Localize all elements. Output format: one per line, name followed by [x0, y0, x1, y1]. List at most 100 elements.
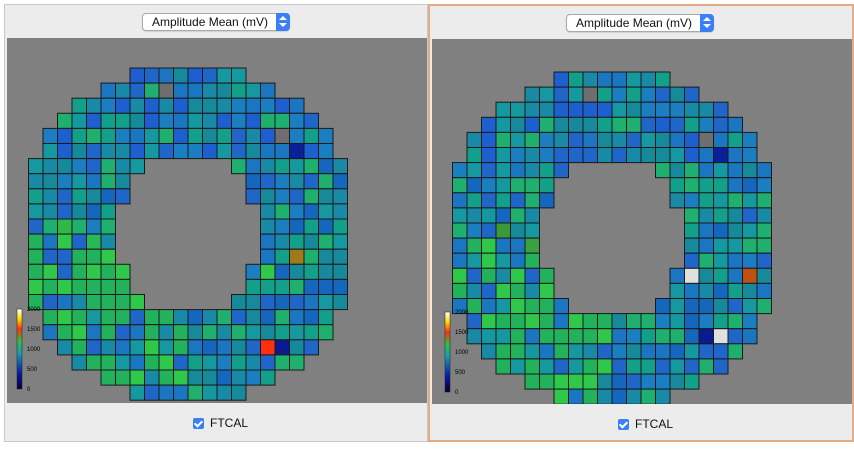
crystal-cell[interactable] [86, 218, 102, 235]
crystal-cell[interactable] [216, 97, 232, 114]
crystal-cell[interactable] [71, 233, 87, 250]
crystal-cell[interactable] [727, 237, 743, 254]
crystal-cell[interactable] [332, 158, 348, 175]
crystal-cell[interactable] [42, 278, 58, 295]
crystal-cell[interactable] [173, 127, 189, 145]
crystal-cell[interactable] [144, 354, 160, 371]
crystal-cell[interactable] [611, 71, 627, 88]
crystal-cell[interactable] [495, 207, 511, 224]
crystal-cell[interactable] [626, 328, 642, 345]
crystal-cell[interactable] [495, 162, 511, 179]
crystal-cell[interactable] [115, 354, 131, 371]
crystal-cell[interactable] [727, 131, 743, 149]
crystal-cell[interactable] [42, 188, 58, 205]
crystal-cell[interactable] [274, 263, 290, 280]
crystal-cell[interactable] [187, 112, 203, 129]
crystal-cell[interactable] [100, 324, 116, 341]
crystal-cell[interactable] [57, 188, 73, 205]
crystal-cell[interactable] [582, 313, 598, 330]
crystal-cell[interactable] [655, 388, 671, 405]
crystal-cell[interactable] [86, 203, 102, 220]
crystal-cell[interactable] [303, 158, 319, 175]
crystal-cell[interactable] [713, 101, 729, 118]
crystal-cell[interactable] [510, 222, 526, 239]
crystal-cell[interactable] [115, 97, 131, 114]
crystal-cell[interactable] [202, 309, 218, 326]
crystal-cell[interactable] [640, 313, 656, 330]
crystal-cell[interactable] [626, 388, 642, 405]
crystal-cell[interactable] [597, 71, 613, 88]
crystal-cell[interactable] [129, 143, 145, 160]
crystal-cell[interactable] [173, 97, 189, 114]
crystal-cell[interactable] [303, 173, 319, 190]
crystal-cell[interactable] [144, 67, 160, 84]
crystal-cell[interactable] [727, 207, 743, 224]
crystal-cell[interactable] [568, 343, 584, 360]
crystal-cell[interactable] [611, 313, 627, 330]
crystal-cell[interactable] [42, 173, 58, 190]
crystal-cell[interactable] [466, 222, 482, 239]
crystal-cell[interactable] [231, 384, 247, 401]
crystal-cell[interactable] [173, 354, 189, 371]
crystal-cell[interactable] [481, 328, 497, 345]
crystal-cell[interactable] [684, 192, 700, 209]
crystal-cell[interactable] [129, 294, 145, 311]
crystal-cell[interactable] [640, 71, 656, 88]
crystal-cell[interactable] [303, 309, 319, 326]
crystal-cell[interactable] [568, 313, 584, 330]
crystal-cell[interactable] [100, 82, 116, 99]
crystal-cell[interactable] [86, 294, 102, 311]
crystal-cell[interactable] [71, 278, 87, 295]
crystal-cell[interactable] [727, 313, 743, 330]
crystal-cell[interactable] [524, 116, 540, 133]
crystal-cell[interactable] [481, 207, 497, 224]
crystal-cell[interactable] [144, 143, 160, 160]
crystal-cell[interactable] [727, 162, 743, 179]
crystal-cell[interactable] [495, 131, 511, 149]
crystal-cell[interactable] [100, 127, 116, 145]
crystal-cell[interactable] [260, 354, 276, 371]
crystal-cell[interactable] [245, 97, 261, 114]
crystal-cell[interactable] [655, 131, 671, 149]
crystal-cell[interactable] [100, 188, 116, 205]
crystal-cell[interactable] [539, 147, 555, 164]
crystal-cell[interactable] [129, 384, 145, 401]
crystal-cell[interactable] [129, 82, 145, 99]
crystal-cell[interactable] [524, 237, 540, 254]
crystal-cell[interactable] [158, 324, 174, 341]
crystal-cell[interactable] [318, 248, 334, 265]
crystal-cell[interactable] [582, 147, 598, 164]
crystal-cell[interactable] [274, 218, 290, 235]
crystal-cell[interactable] [684, 373, 700, 390]
crystal-cell[interactable] [216, 143, 232, 160]
crystal-cell[interactable] [698, 192, 714, 209]
crystal-cell[interactable] [524, 328, 540, 345]
crystal-cell[interactable] [245, 143, 261, 160]
crystal-cell[interactable] [100, 294, 116, 311]
crystal-cell[interactable] [655, 71, 671, 88]
crystal-cell[interactable] [669, 328, 685, 345]
crystal-cell[interactable] [684, 252, 700, 269]
crystal-cell[interactable] [71, 309, 87, 326]
crystal-cell[interactable] [742, 131, 758, 149]
crystal-cell[interactable] [553, 328, 569, 345]
crystal-cell[interactable] [524, 343, 540, 360]
crystal-cell[interactable] [260, 82, 276, 99]
crystal-cell[interactable] [231, 127, 247, 145]
crystal-cell[interactable] [727, 267, 743, 284]
crystal-cell[interactable] [100, 339, 116, 356]
crystal-cell[interactable] [495, 192, 511, 209]
crystal-cell[interactable] [655, 373, 671, 390]
crystal-cell[interactable] [173, 324, 189, 341]
crystal-cell[interactable] [698, 131, 714, 149]
crystal-cell[interactable] [318, 188, 334, 205]
chevron-up-down-icon[interactable] [700, 14, 714, 32]
crystal-cell[interactable] [289, 143, 305, 160]
crystal-cell[interactable] [274, 112, 290, 129]
crystal-cell[interactable] [684, 237, 700, 254]
crystal-cell[interactable] [582, 86, 598, 103]
crystal-cell[interactable] [684, 298, 700, 315]
crystal-cell[interactable] [466, 298, 482, 315]
crystal-cell[interactable] [57, 248, 73, 265]
crystal-cell[interactable] [684, 343, 700, 360]
